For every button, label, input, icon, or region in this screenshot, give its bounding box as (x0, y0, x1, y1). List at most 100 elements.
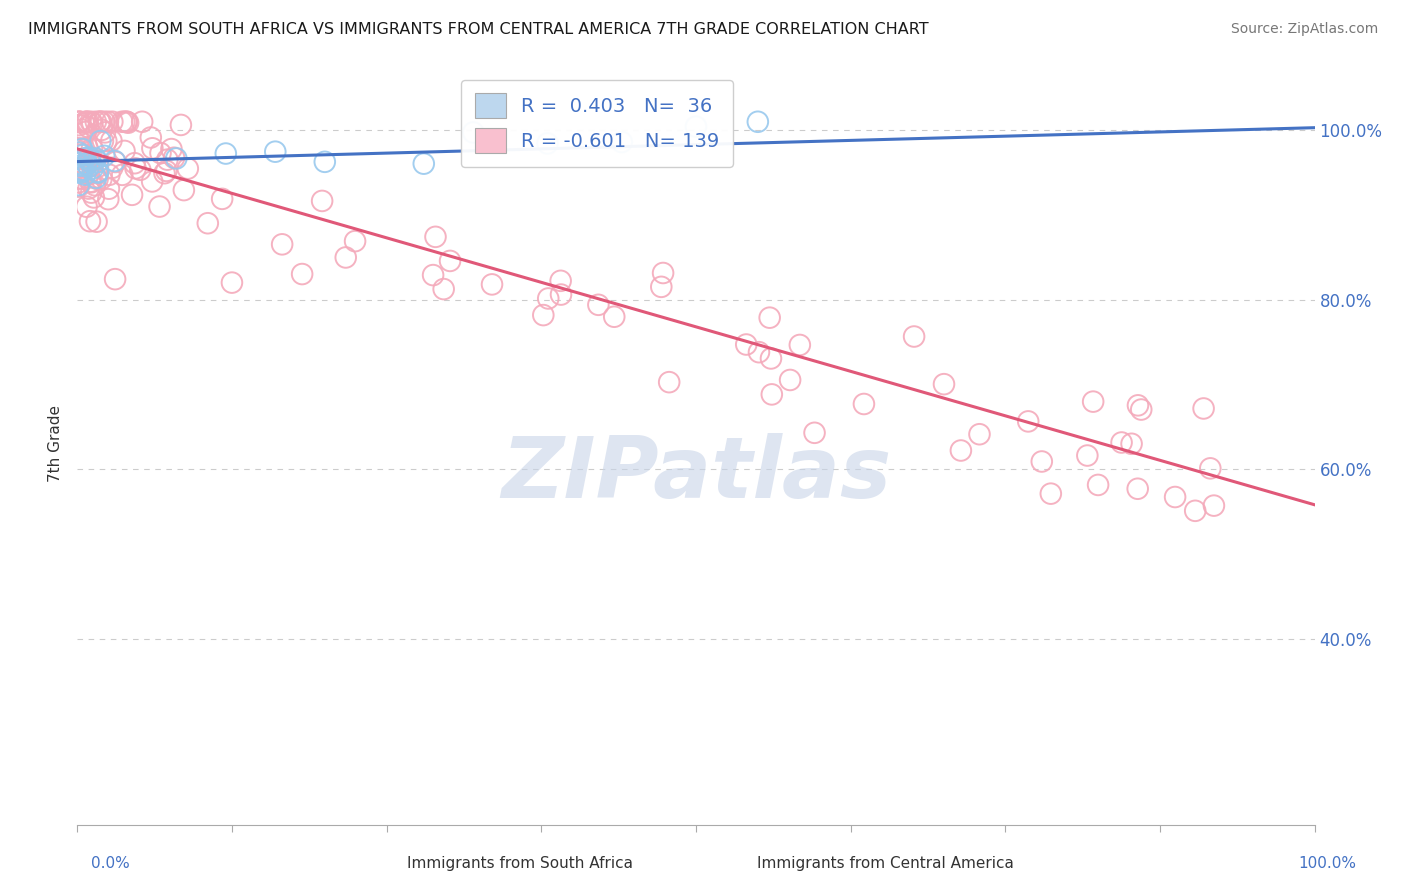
Point (550, 274, 572, 288)
Point (84, 115, 107, 129)
Point (70, 142, 93, 156)
Point (73, 161, 96, 175)
Point (84, 178, 107, 193)
Point (610, 135, 633, 149)
Point (141, 174, 163, 188)
Point (311, 194, 333, 208)
Point (87, 160, 110, 174)
Point (748, 345, 770, 359)
Point (73, 168, 96, 182)
Point (82, 116, 104, 130)
Point (84, 152, 107, 166)
Point (314, 154, 336, 169)
Point (76, 200, 98, 214)
Point (87, 166, 110, 180)
Point (1087, 478, 1109, 492)
Point (264, 145, 287, 159)
Point (139, 130, 162, 145)
Point (67, 179, 90, 194)
Point (97, 182, 120, 196)
Point (84, 171, 107, 186)
Point (463, 125, 485, 139)
Point (72, 162, 94, 177)
Point (177, 161, 200, 176)
Point (117, 116, 139, 130)
Point (96, 134, 118, 148)
Point (221, 276, 243, 290)
Point (93, 115, 115, 129)
Point (1081, 394, 1104, 409)
Point (131, 115, 153, 129)
Point (77, 120, 100, 134)
Legend: R =  0.403   N=  36, R = -0.601   N= 139: R = 0.403 N= 36, R = -0.601 N= 139 (461, 79, 733, 167)
Point (197, 216, 219, 230)
Point (97, 115, 120, 129)
Point (75, 151, 97, 165)
Point (949, 443, 972, 458)
Point (115, 115, 138, 129)
Point (1192, 401, 1215, 416)
Point (67, 115, 90, 129)
Point (94, 125, 117, 139)
Point (481, 277, 503, 292)
Point (69, 166, 91, 180)
Point (73, 116, 96, 130)
Text: Source: ZipAtlas.com: Source: ZipAtlas.com (1230, 22, 1378, 37)
Point (77, 115, 100, 129)
Point (80, 159, 103, 173)
Point (588, 298, 610, 312)
Point (111, 115, 134, 129)
Point (72, 164, 94, 178)
Point (165, 152, 187, 166)
Point (93, 149, 115, 163)
Point (98, 168, 121, 182)
Text: ZIPatlas: ZIPatlas (501, 433, 891, 516)
Point (1111, 435, 1133, 450)
Point (1199, 461, 1222, 475)
Point (79, 175, 101, 189)
Point (779, 373, 801, 387)
Point (67, 133, 90, 147)
Point (156, 153, 179, 167)
Point (215, 146, 238, 161)
Point (650, 280, 672, 294)
Point (101, 161, 124, 175)
Point (70, 135, 93, 149)
Point (1121, 437, 1143, 451)
Text: Immigrants from Central America: Immigrants from Central America (758, 856, 1014, 871)
Point (111, 168, 134, 182)
Point (79, 153, 101, 167)
Point (439, 254, 461, 268)
Point (735, 337, 758, 351)
Point (100, 134, 122, 148)
Point (89, 115, 111, 129)
Point (77, 167, 100, 181)
Point (80, 186, 103, 200)
Point (789, 338, 811, 352)
Point (1126, 398, 1149, 412)
Point (658, 375, 681, 389)
Point (652, 266, 675, 280)
Point (1031, 454, 1053, 468)
Point (75, 115, 97, 129)
Point (76, 140, 98, 154)
Point (80, 115, 103, 129)
Point (412, 156, 434, 170)
Point (1126, 482, 1149, 496)
Point (67, 164, 90, 178)
Point (79, 214, 101, 228)
Point (1164, 490, 1187, 504)
Point (759, 351, 782, 366)
Point (86, 172, 108, 186)
Point (77, 160, 100, 174)
Point (148, 200, 170, 214)
Point (149, 146, 172, 161)
Point (69, 159, 91, 173)
Point (1184, 504, 1206, 518)
Point (97, 192, 120, 206)
Point (747, 115, 769, 129)
Point (79, 154, 101, 169)
Point (87, 164, 110, 178)
Point (69, 155, 91, 169)
Point (77, 151, 100, 165)
